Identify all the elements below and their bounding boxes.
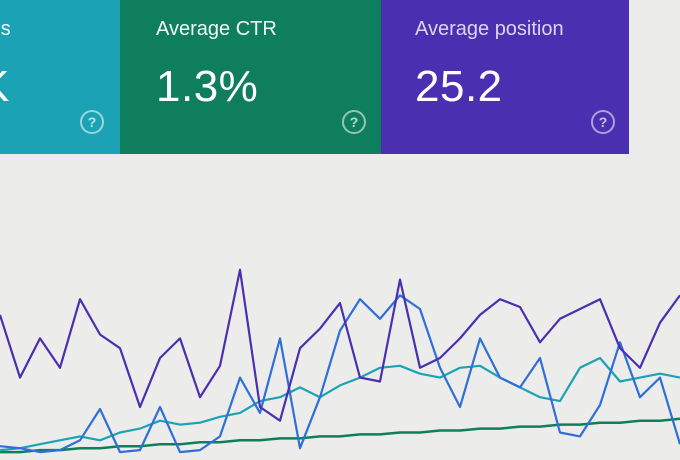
card-value: 25.2 bbox=[415, 62, 503, 111]
help-icon[interactable]: ? bbox=[342, 110, 366, 134]
series-line-2 bbox=[0, 356, 680, 452]
card-title: Average CTR bbox=[156, 18, 277, 40]
card-value: K bbox=[0, 62, 10, 112]
average-ctr-card[interactable]: Average CTR 1.3% ? bbox=[120, 0, 381, 154]
series-line-1 bbox=[0, 294, 680, 454]
performance-line-chart bbox=[0, 268, 680, 454]
average-position-card[interactable]: Average position 25.2 ? bbox=[381, 0, 629, 154]
card-title: Average position bbox=[415, 18, 564, 40]
card-value: 1.3% bbox=[156, 62, 259, 111]
total-impressions-card[interactable]: sions K ? bbox=[0, 0, 120, 154]
help-icon[interactable]: ? bbox=[80, 110, 104, 134]
card-title: sions bbox=[0, 18, 11, 40]
series-line-0 bbox=[0, 268, 680, 422]
series-line-3 bbox=[0, 417, 680, 454]
help-icon[interactable]: ? bbox=[591, 110, 615, 134]
